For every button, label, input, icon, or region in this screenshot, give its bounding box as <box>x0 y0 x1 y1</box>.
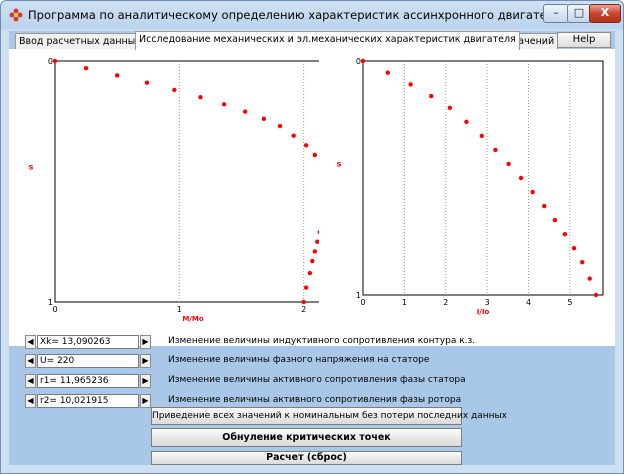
current-data-point <box>593 292 599 298</box>
torque-data-point <box>317 230 319 235</box>
help-button[interactable]: Help <box>557 32 611 48</box>
client-area: Ввод расчетных данных Исследование механ… <box>9 31 615 465</box>
app-icon <box>9 8 23 22</box>
torque-data-point <box>261 116 267 122</box>
current-x-tick-label: 4 <box>526 298 531 307</box>
current-data-point <box>429 93 434 99</box>
current-data-point <box>530 189 535 195</box>
u-label: Изменение величины фазного напряжения на… <box>168 355 430 365</box>
torque-x-tick-label: 0 <box>52 305 57 314</box>
torque-data-point <box>172 87 177 93</box>
torque-data-point <box>312 249 318 254</box>
torque-y-tick-label: 1 <box>48 298 53 307</box>
xk-decrease-button[interactable]: ◀ <box>25 335 36 349</box>
xk-value-field[interactable]: Xk= 13,090263 <box>37 335 139 349</box>
control-row-u: ◀ U= 220 ▶ Изменение величины фазного на… <box>25 354 485 368</box>
torque-data-point <box>52 58 58 64</box>
u-spinner: ◀ U= 220 ▶ <box>25 354 153 368</box>
tab-input-data[interactable]: Ввод расчетных данных <box>15 33 145 49</box>
torque-data-point <box>307 270 313 276</box>
close-button[interactable]: X <box>589 4 621 23</box>
current-data-point <box>580 260 585 265</box>
r2-label: Изменение величины активного сопротивлен… <box>168 395 462 405</box>
maximize-button[interactable]: □ <box>567 4 591 23</box>
xk-spinner: ◀ Xk= 13,090263 ▶ <box>25 335 153 349</box>
u-increase-button[interactable]: ▶ <box>140 354 151 368</box>
current-data-point <box>447 105 453 110</box>
torque-y-tick-label: 0 <box>48 57 53 66</box>
title-bar[interactable]: Программа по аналитическому определению … <box>1 1 623 29</box>
current-x-tick-label: 5 <box>567 298 572 307</box>
torque-data-point <box>301 299 306 305</box>
torque-plot-frame <box>54 60 319 303</box>
torque-data-point <box>144 80 150 85</box>
current-data-point <box>518 175 524 181</box>
torque-data-point <box>114 73 120 78</box>
current-data-point <box>506 161 511 167</box>
minimize-button[interactable]: – <box>543 4 569 23</box>
control-row-r1: ◀ r1= 11,965236 ▶ Изменение величины акт… <box>25 374 485 388</box>
xk-increase-button[interactable]: ▶ <box>140 335 151 349</box>
control-row-r2: ◀ r2= 10,021915 ▶ Изменение величины акт… <box>25 394 485 408</box>
current-data-point <box>552 217 558 223</box>
current-x-tick-label: 3 <box>485 298 490 307</box>
r1-decrease-button[interactable]: ◀ <box>25 374 36 388</box>
current-data-point <box>479 133 484 139</box>
torque-data-point <box>243 109 248 114</box>
current-y-axis-label: s <box>337 159 342 168</box>
current-data-point <box>571 246 577 251</box>
current-data-point <box>562 231 568 237</box>
torque-data-point <box>277 123 283 129</box>
current-x-tick-label: 1 <box>402 298 407 307</box>
calculate-button[interactable]: Расчет (сброс) <box>151 451 462 465</box>
torque-data-point <box>315 239 319 244</box>
torque-data-point <box>303 285 309 290</box>
torque-data-point <box>303 143 309 148</box>
r1-label: Изменение величины активного сопротивлен… <box>168 375 466 385</box>
tab-characteristics[interactable]: Исследование механических и эл.механичес… <box>135 31 520 50</box>
tab-bar: Ввод расчетных данных Исследование механ… <box>9 31 615 50</box>
torque-x-tick-label: 2 <box>301 305 306 314</box>
r1-spinner: ◀ r1= 11,965236 ▶ <box>25 374 153 388</box>
control-row-xk: ◀ Xk= 13,090263 ▶ Изменение величины инд… <box>25 335 485 349</box>
current-data-point <box>587 276 592 281</box>
xk-label: Изменение величины индуктивного сопротив… <box>168 336 476 346</box>
torque-data-point <box>310 258 315 264</box>
r2-value-field[interactable]: r2= 10,021915 <box>37 394 139 408</box>
torque-data-point <box>221 102 227 107</box>
r1-increase-button[interactable]: ▶ <box>140 374 151 388</box>
torque-data-point <box>83 66 89 71</box>
current-data-point <box>385 70 391 75</box>
torque-data-point <box>312 152 318 158</box>
current-x-axis-label: I/Io <box>477 308 490 316</box>
current-x-tick-label: 2 <box>443 298 448 307</box>
r2-spinner: ◀ r2= 10,021915 ▶ <box>25 394 153 408</box>
torque-data-point <box>198 94 203 100</box>
reset-to-nominal-button[interactable]: Приведение всех значений к номинальным б… <box>151 407 507 425</box>
reset-critical-points-button[interactable]: Обнуление критических точек <box>151 428 462 447</box>
torque-x-axis-label: M/Mo <box>182 315 203 323</box>
current-x-tick-label: 0 <box>360 298 365 307</box>
characteristics-panel: 0 1 2 0 1 M/Mo s 0 1 2 3 4 5 0 1 I/Io s <box>9 49 615 346</box>
u-value-field[interactable]: U= 220 <box>37 354 139 368</box>
current-data-point <box>542 203 547 209</box>
current-data-point <box>360 58 366 64</box>
current-data-point <box>493 147 498 153</box>
window-title: Программа по аналитическому определению … <box>28 8 562 22</box>
current-y-tick-label: 0 <box>356 57 361 66</box>
r2-increase-button[interactable]: ▶ <box>140 394 151 408</box>
torque-y-axis-label: s <box>29 162 34 171</box>
torque-data-point <box>291 133 296 138</box>
r2-decrease-button[interactable]: ◀ <box>25 394 36 408</box>
current-plot-frame <box>362 60 604 296</box>
r1-value-field[interactable]: r1= 11,965236 <box>37 374 139 388</box>
u-decrease-button[interactable]: ◀ <box>25 354 36 368</box>
current-data-point <box>408 82 413 87</box>
torque-x-tick-label: 1 <box>177 305 182 314</box>
current-y-tick-label: 1 <box>356 291 361 300</box>
current-data-point <box>464 119 469 125</box>
